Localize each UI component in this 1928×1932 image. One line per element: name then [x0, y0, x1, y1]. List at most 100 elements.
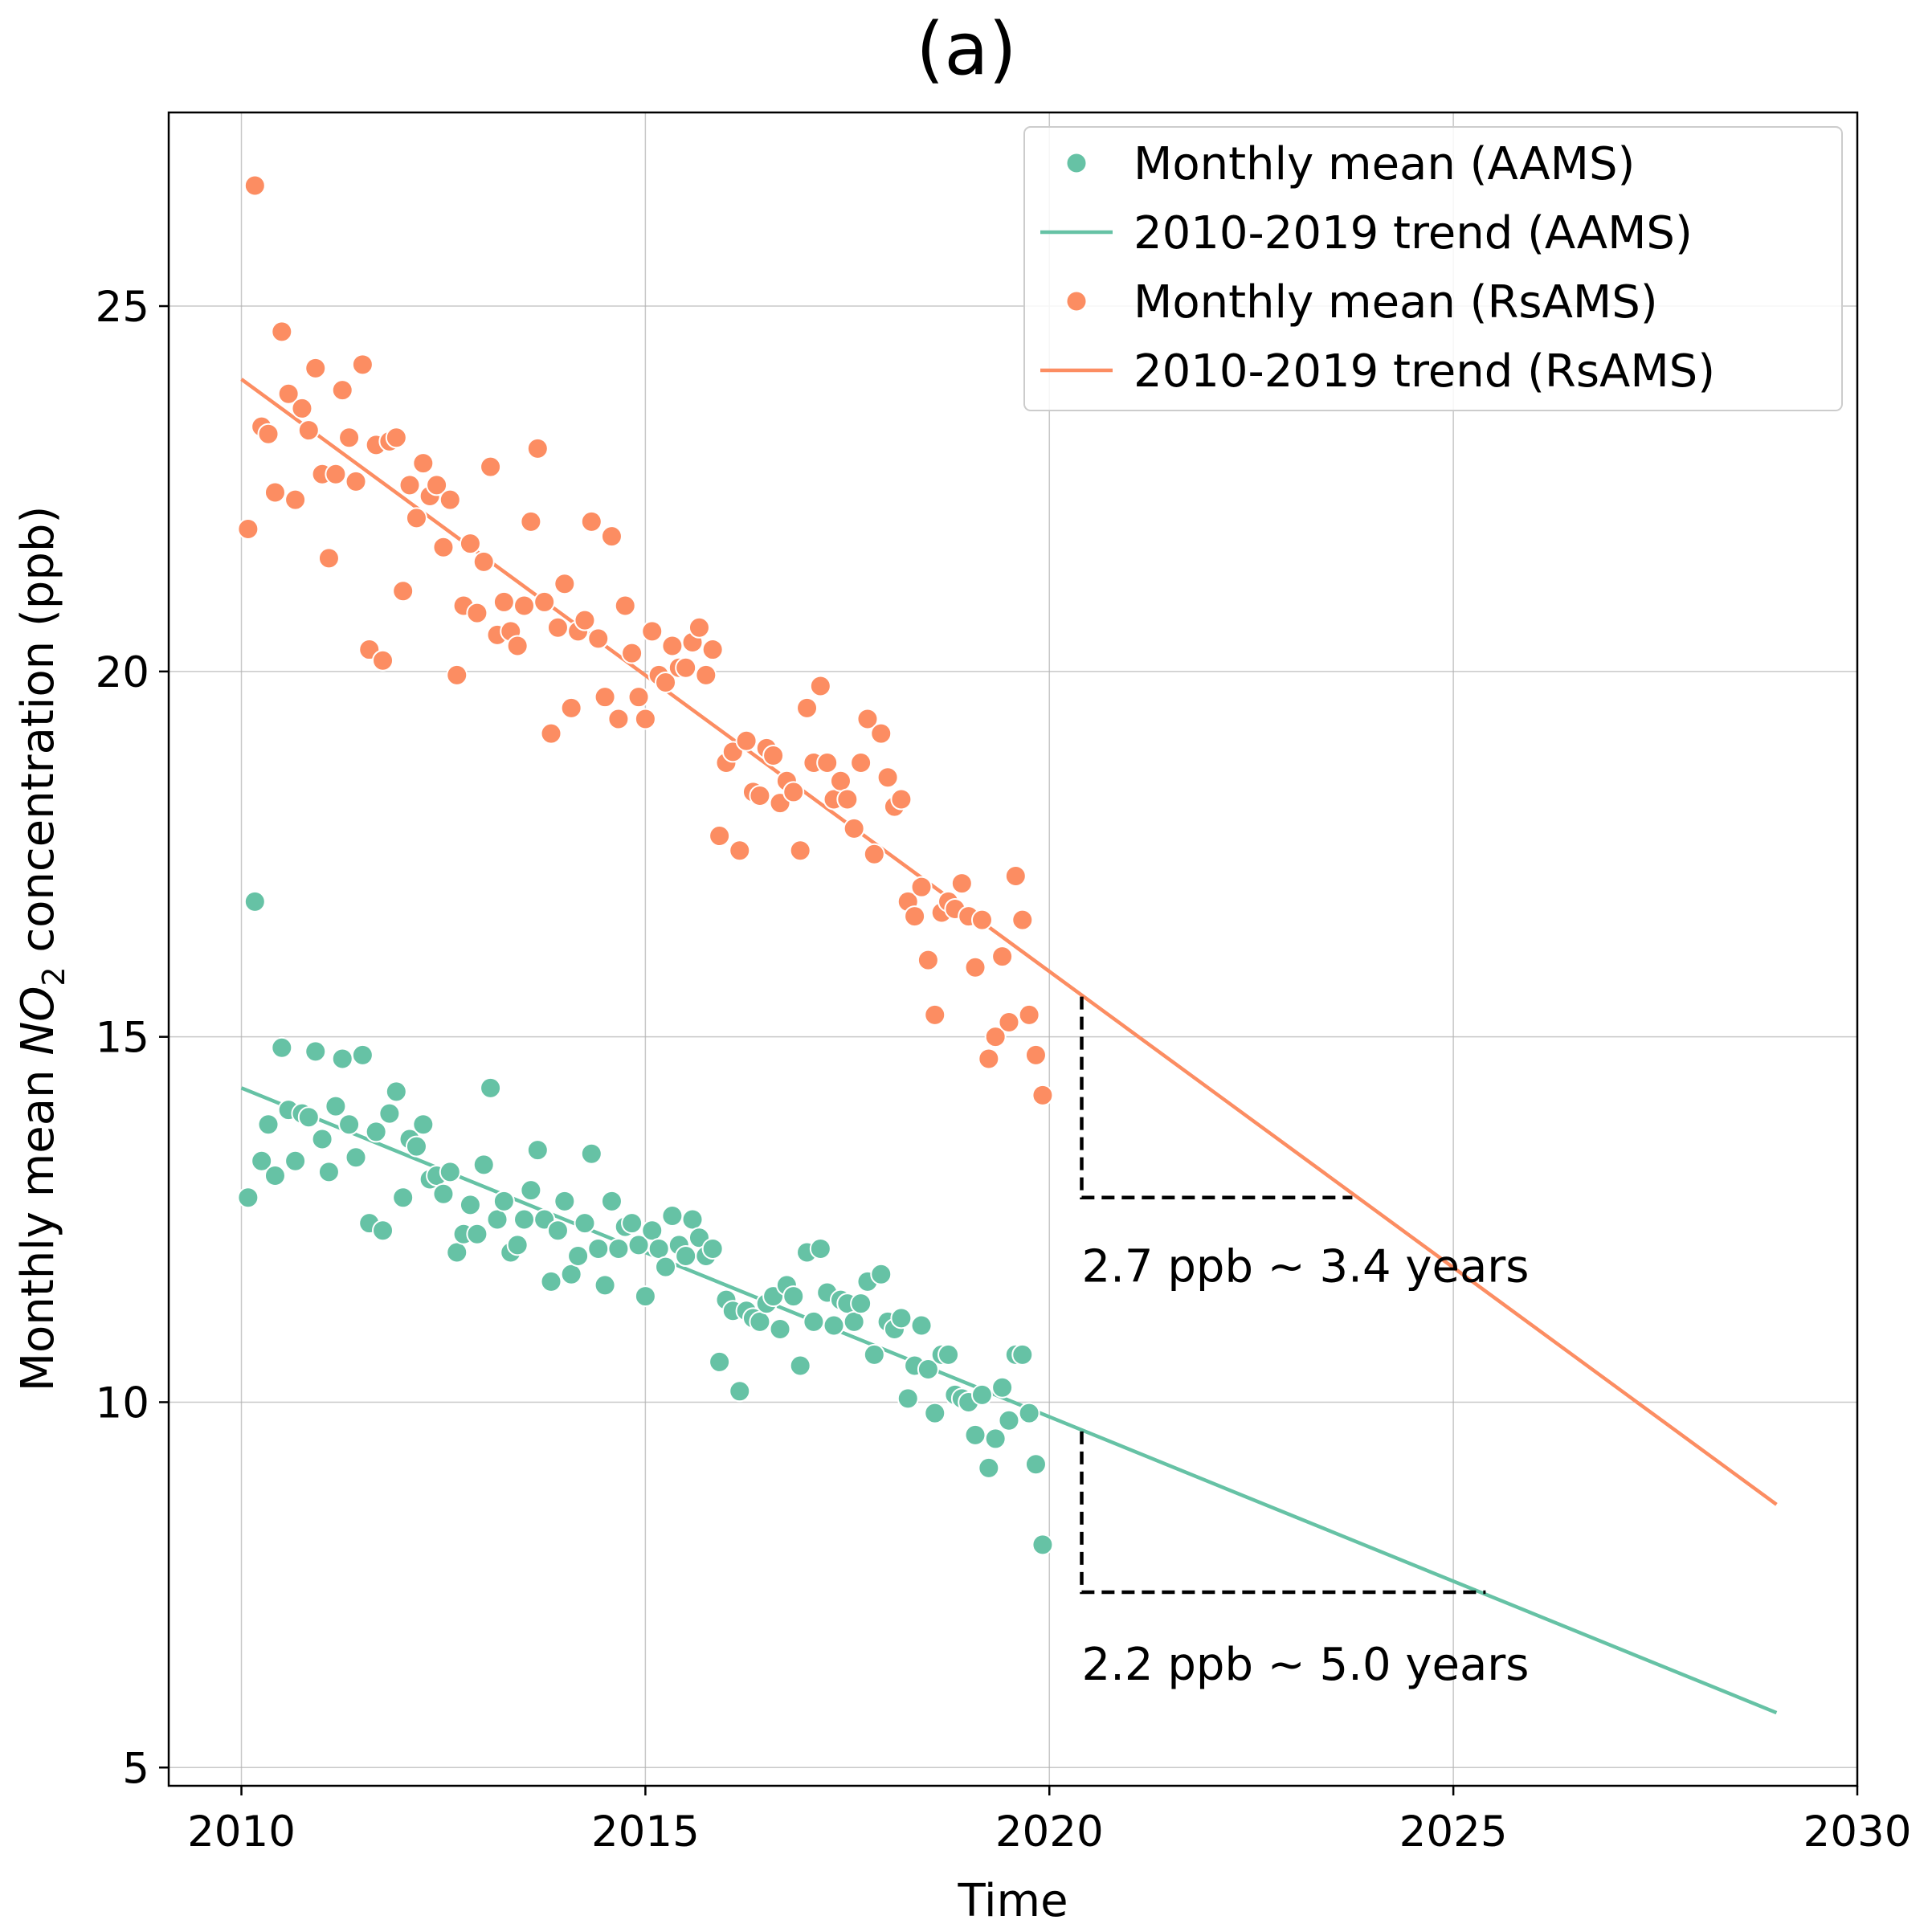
y-axis-title-species: NO	[12, 986, 64, 1056]
data-point-monthly-mean-rsams	[675, 656, 697, 679]
data-point-monthly-mean-aams	[486, 1208, 509, 1231]
data-point-monthly-mean-aams	[580, 1142, 602, 1165]
data-point-monthly-mean-aams	[432, 1182, 455, 1205]
data-point-monthly-mean-rsams	[970, 909, 993, 931]
data-point-monthly-mean-rsams	[688, 616, 710, 639]
data-point-monthly-mean-rsams	[735, 729, 758, 752]
x-tick-label: 2010	[187, 1807, 296, 1856]
data-point-monthly-mean-aams	[782, 1285, 805, 1308]
data-point-monthly-mean-rsams	[998, 1011, 1020, 1033]
annotation-label: 2.7 ppb ~ 3.4 years	[1081, 1240, 1529, 1293]
data-point-monthly-mean-rsams	[480, 455, 502, 478]
data-point-monthly-mean-aams	[1011, 1343, 1034, 1366]
data-point-monthly-mean-rsams	[580, 510, 602, 533]
data-point-monthly-mean-rsams	[574, 609, 596, 631]
data-point-monthly-mean-aams	[594, 1274, 616, 1297]
data-point-monthly-mean-rsams	[492, 590, 515, 613]
data-point-monthly-mean-aams	[243, 890, 266, 913]
data-point-monthly-mean-aams	[600, 1190, 623, 1212]
x-tick-label: 2030	[1803, 1807, 1912, 1856]
legend-label: 2010-2019 trend (AAMS)	[1134, 207, 1693, 259]
data-point-monthly-mean-rsams	[546, 616, 569, 639]
data-point-monthly-mean-rsams	[405, 507, 427, 529]
data-point-monthly-mean-aams	[924, 1402, 946, 1424]
data-point-monthly-mean-rsams	[843, 817, 865, 839]
data-point-monthly-mean-aams	[553, 1190, 576, 1212]
data-point-monthly-mean-rsams	[627, 686, 650, 709]
y-axis-title: Monthly mean NO2 concentration (ppb)	[12, 506, 71, 1392]
data-point-monthly-mean-rsams	[338, 427, 361, 449]
data-point-monthly-mean-rsams	[1011, 909, 1034, 931]
data-point-monthly-mean-aams	[621, 1212, 643, 1235]
data-point-monthly-mean-aams	[701, 1237, 724, 1260]
data-point-monthly-mean-aams	[991, 1376, 1014, 1399]
legend-marker	[1065, 290, 1088, 312]
data-point-monthly-mean-rsams	[526, 437, 549, 460]
data-point-monthly-mean-aams	[729, 1380, 751, 1403]
data-point-monthly-mean-rsams	[263, 481, 286, 504]
data-point-monthly-mean-rsams	[796, 696, 819, 719]
x-tick-label: 2025	[1399, 1807, 1508, 1856]
data-point-monthly-mean-aams	[372, 1219, 394, 1242]
legend-label: Monthly mean (AAMS)	[1134, 138, 1635, 190]
legend-marker	[1065, 152, 1088, 174]
annotation-bracket	[1080, 1431, 1486, 1595]
data-point-monthly-mean-rsams	[904, 905, 926, 928]
data-point-monthly-mean-aams	[325, 1095, 347, 1117]
data-point-monthly-mean-rsams	[917, 949, 939, 971]
annotations: 2.7 ppb ~ 3.4 years 2.2 ppb ~ 5.0 years	[1080, 996, 1529, 1691]
annotation-bracket	[1080, 996, 1353, 1200]
data-point-monthly-mean-rsams	[876, 766, 899, 789]
data-point-monthly-mean-rsams	[816, 752, 839, 774]
data-point-monthly-mean-rsams	[856, 708, 879, 730]
data-point-monthly-mean-aams	[809, 1237, 831, 1260]
data-point-monthly-mean-aams	[709, 1350, 731, 1373]
data-point-monthly-mean-aams	[647, 1237, 670, 1260]
data-point-monthly-mean-aams	[284, 1150, 307, 1172]
data-point-monthly-mean-rsams	[910, 876, 933, 898]
data-point-monthly-mean-rsams	[614, 594, 636, 617]
data-point-monthly-mean-rsams	[782, 781, 805, 803]
data-point-monthly-mean-rsams	[304, 357, 327, 379]
data-point-monthly-mean-aams	[338, 1113, 361, 1136]
data-point-monthly-mean-rsams	[661, 635, 684, 657]
data-point-monthly-mean-rsams	[466, 602, 488, 624]
data-point-monthly-mean-rsams	[560, 696, 582, 719]
chart-title: (a)	[916, 7, 1016, 92]
data-point-monthly-mean-rsams	[331, 379, 353, 402]
data-point-monthly-mean-rsams	[762, 744, 785, 766]
data-point-monthly-mean-rsams	[426, 474, 448, 496]
plot-frame	[167, 111, 1859, 1787]
data-point-monthly-mean-rsams	[472, 550, 495, 573]
data-point-monthly-mean-rsams	[459, 533, 481, 555]
data-point-monthly-mean-aams	[480, 1076, 502, 1099]
x-axis-title: Time	[957, 1875, 1068, 1927]
data-point-monthly-mean-aams	[917, 1358, 939, 1381]
data-point-monthly-mean-rsams	[621, 642, 643, 664]
data-point-monthly-mean-aams	[675, 1245, 697, 1268]
data-point-monthly-mean-aams	[1018, 1402, 1040, 1424]
annotation-label: 2.2 ppb ~ 5.0 years	[1081, 1639, 1529, 1691]
data-point-monthly-mean-aams	[405, 1135, 427, 1158]
data-point-monthly-mean-rsams	[277, 382, 300, 405]
data-point-monthly-mean-aams	[634, 1285, 656, 1308]
data-point-monthly-mean-aams	[513, 1208, 536, 1231]
legend: Monthly mean (AAMS) 2010-2019 trend (AAMS…	[1023, 126, 1843, 411]
data-point-monthly-mean-aams	[459, 1194, 481, 1216]
data-point-monthly-mean-aams	[789, 1354, 811, 1377]
data-point-monthly-mean-aams	[863, 1343, 885, 1366]
data-point-monthly-mean-rsams	[412, 452, 435, 475]
legend-box	[1023, 126, 1843, 411]
data-point-monthly-mean-aams	[574, 1212, 596, 1235]
y-tick-label: 10	[96, 1379, 149, 1428]
data-point-monthly-mean-rsams	[317, 547, 340, 570]
data-point-monthly-mean-rsams	[809, 675, 831, 697]
x-tick-label: 2020	[995, 1807, 1104, 1856]
legend-label: Monthly mean (RsAMS)	[1134, 276, 1658, 329]
data-point-monthly-mean-rsams	[291, 397, 313, 419]
data-point-monthly-mean-aams	[970, 1383, 993, 1406]
data-point-monthly-mean-aams	[681, 1208, 704, 1231]
data-point-monthly-mean-aams	[607, 1237, 630, 1260]
data-point-monthly-mean-aams	[567, 1245, 590, 1268]
